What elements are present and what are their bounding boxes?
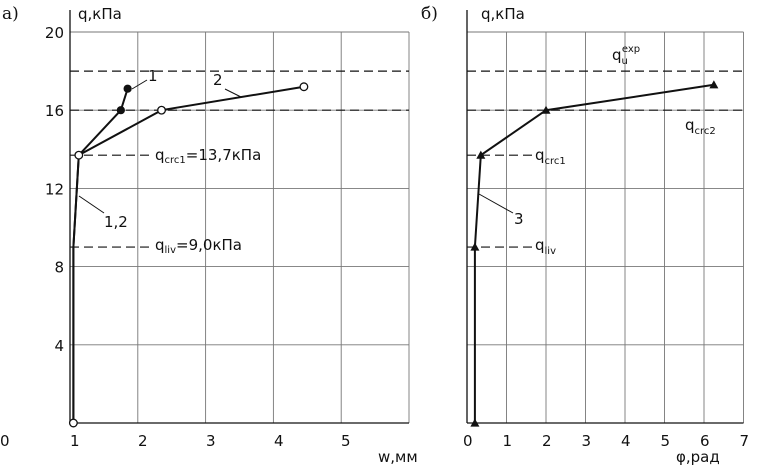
x-tick-label-2: 2: [138, 432, 148, 450]
axes-b: [466, 10, 744, 424]
leader-line-3: [478, 193, 514, 214]
x-tick-label-4: 4: [621, 432, 631, 450]
leader-line-2: [224, 88, 242, 98]
data-point-3-4: [709, 80, 719, 89]
x-tick-label-0: 0: [0, 432, 10, 450]
ref-label-liv-a: qliv=9,0кПа: [155, 236, 242, 256]
x-tick-label-7: 7: [740, 432, 750, 450]
ref-label-crc1-a: qcrc1=13,7кПа: [155, 146, 261, 166]
data-point-1-4: [123, 84, 132, 93]
leader-line-1-2: [78, 195, 105, 214]
series-line-3: [473, 83, 715, 423]
x-tick-label-0: 0: [463, 432, 473, 450]
grid-lines-b: [467, 31, 744, 423]
y-tick-label-20: 20: [45, 24, 64, 42]
reference-lines-b: [467, 70, 744, 248]
x-tick-label-3: 3: [206, 432, 216, 450]
y-tick-label-4: 4: [54, 337, 64, 355]
series-group-b: [470, 80, 719, 427]
ref-label-crc2-b: qcrc2: [685, 116, 716, 137]
x-axis-title-b: φ,рад: [676, 448, 720, 466]
series-line-1: [72, 88, 129, 423]
x-tick-label-2: 2: [542, 432, 552, 450]
data-point-2-2: [74, 150, 84, 160]
data-point-3-3: [541, 105, 551, 114]
data-point-2-4: [299, 82, 309, 92]
chart-panel-b: 0 1 2 3 4 5 6 7 q,кПа φ,рад 3 quexp qcrc2 qcrc1…: [463, 5, 749, 466]
panel-label-a: а): [2, 4, 19, 24]
panel-label-b: б): [421, 4, 438, 24]
x-axis-title-a: w,мм: [378, 448, 418, 466]
series-group-a: [68, 82, 309, 428]
data-point-1-3: [116, 106, 125, 115]
y-tick-label-16: 16: [45, 102, 64, 120]
axes-a: [69, 10, 409, 424]
leader-line-1: [131, 79, 148, 90]
ref-label-liv-b: qliv: [535, 236, 556, 257]
data-point-3-0: [470, 418, 480, 427]
y-tick-label-12: 12: [45, 180, 64, 198]
x-tick-label-5: 5: [661, 432, 671, 450]
data-point-2-3: [157, 105, 166, 115]
x-tick-label-1: 1: [70, 432, 80, 450]
x-tick-label-6: 6: [700, 432, 710, 450]
x-tick-label-4: 4: [274, 432, 284, 450]
ref-label-u-exp: quexp: [612, 44, 640, 67]
series-line-2: [72, 85, 305, 423]
series-annotation-1-2: 1,2: [104, 213, 128, 231]
y-axis-title-a: q,кПа: [78, 5, 122, 23]
data-point-2-0: [68, 418, 78, 428]
y-axis-title-b: q,кПа: [481, 5, 525, 23]
y-tick-label-8: 8: [54, 259, 64, 277]
data-point-3-2: [476, 150, 486, 159]
data-point-3-1: [470, 242, 480, 251]
series-annotation-2: 2: [213, 71, 223, 89]
tick-labels-b: 0 1 2 3 4 5 6 7: [463, 432, 749, 450]
x-tick-label-3: 3: [582, 432, 592, 450]
series-annotation-3: 3: [514, 210, 524, 228]
x-tick-label-1: 1: [503, 432, 513, 450]
series-annotation-1: 1: [148, 67, 158, 85]
ref-label-crc1-b: qcrc1: [535, 146, 566, 167]
x-tick-label-5: 5: [341, 432, 351, 450]
reference-lines-a: [70, 70, 409, 248]
